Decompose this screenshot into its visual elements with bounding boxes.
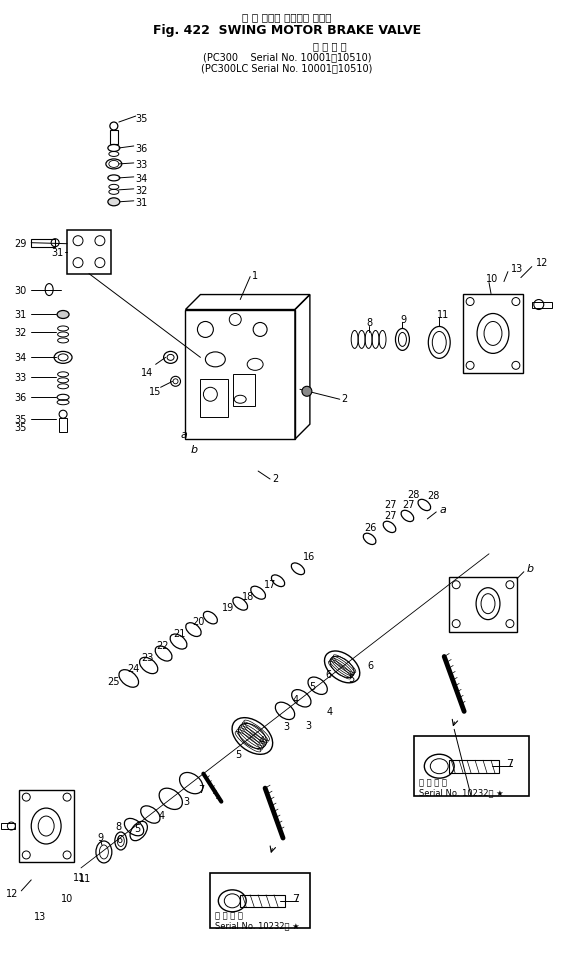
Text: 27: 27 bbox=[384, 510, 397, 521]
Text: Serial No. 10232～ ★: Serial No. 10232～ ★ bbox=[419, 787, 504, 797]
Text: 15: 15 bbox=[148, 387, 161, 397]
Text: 35: 35 bbox=[136, 114, 148, 124]
Text: 32: 32 bbox=[14, 328, 27, 338]
Text: 旋 回 モータ ブレーキ バルブ: 旋 回 モータ ブレーキ バルブ bbox=[242, 13, 332, 22]
Text: 31: 31 bbox=[51, 247, 64, 257]
Text: 6: 6 bbox=[325, 669, 332, 679]
Text: b: b bbox=[527, 563, 534, 573]
Text: 4: 4 bbox=[159, 810, 165, 820]
Bar bbox=[19, 790, 74, 862]
Text: 適 用 号 機: 適 用 号 機 bbox=[313, 41, 347, 51]
Text: 7: 7 bbox=[506, 758, 513, 769]
Text: 5: 5 bbox=[348, 674, 354, 684]
Text: 34: 34 bbox=[136, 174, 148, 184]
Text: 18: 18 bbox=[242, 591, 254, 601]
Text: 24: 24 bbox=[127, 663, 139, 674]
Bar bbox=[240, 895, 285, 907]
Text: 31: 31 bbox=[14, 310, 26, 320]
Text: 6: 6 bbox=[368, 660, 374, 671]
Ellipse shape bbox=[108, 198, 120, 206]
Text: b: b bbox=[190, 445, 198, 454]
Text: 29: 29 bbox=[14, 238, 27, 248]
Text: 34: 34 bbox=[14, 353, 26, 363]
Bar bbox=[59, 419, 67, 433]
Text: Fig. 422  SWING MOTOR BRAKE VALVE: Fig. 422 SWING MOTOR BRAKE VALVE bbox=[153, 24, 421, 37]
Text: 3: 3 bbox=[283, 722, 289, 732]
Text: 7: 7 bbox=[292, 893, 299, 903]
Text: 13: 13 bbox=[511, 264, 523, 274]
Bar bbox=[67, 231, 111, 275]
Bar bbox=[532, 302, 552, 308]
Ellipse shape bbox=[57, 312, 69, 319]
Text: 35: 35 bbox=[14, 423, 27, 433]
Text: 25: 25 bbox=[107, 677, 119, 687]
Text: 21: 21 bbox=[174, 628, 186, 638]
Bar bbox=[186, 310, 295, 440]
Text: 12: 12 bbox=[6, 888, 19, 898]
Text: 4: 4 bbox=[327, 706, 333, 717]
Text: 20: 20 bbox=[193, 616, 205, 626]
Text: 35: 35 bbox=[14, 415, 27, 425]
Text: 9: 9 bbox=[401, 316, 407, 325]
Text: 11: 11 bbox=[79, 873, 91, 883]
Text: 3: 3 bbox=[305, 721, 311, 731]
Bar bbox=[449, 577, 517, 632]
Text: 適 用 号 機: 適 用 号 機 bbox=[419, 778, 448, 786]
Text: 26: 26 bbox=[364, 523, 377, 532]
Text: 1: 1 bbox=[252, 271, 258, 280]
Text: 8: 8 bbox=[367, 319, 372, 328]
Text: 9: 9 bbox=[97, 832, 103, 842]
Bar bbox=[1, 824, 15, 829]
Bar bbox=[414, 737, 529, 796]
Text: a: a bbox=[439, 504, 446, 515]
Text: 27: 27 bbox=[402, 499, 415, 509]
Text: 28: 28 bbox=[407, 489, 420, 499]
Text: 5: 5 bbox=[236, 749, 241, 759]
Text: (PC300LC Serial No. 10001～10510): (PC300LC Serial No. 10001～10510) bbox=[201, 64, 372, 73]
Text: 22: 22 bbox=[156, 640, 169, 650]
Text: 36: 36 bbox=[136, 144, 148, 153]
Text: 33: 33 bbox=[136, 160, 148, 170]
Text: 33: 33 bbox=[14, 373, 26, 383]
Text: 16: 16 bbox=[303, 551, 315, 561]
Circle shape bbox=[302, 387, 312, 397]
Text: 23: 23 bbox=[142, 652, 154, 661]
Bar bbox=[201, 380, 228, 418]
Text: 27: 27 bbox=[384, 499, 397, 509]
Text: 30: 30 bbox=[14, 285, 26, 295]
Bar bbox=[449, 760, 499, 774]
Text: 10: 10 bbox=[486, 274, 499, 283]
Text: 2: 2 bbox=[272, 474, 278, 484]
Text: 2: 2 bbox=[342, 394, 348, 404]
Bar bbox=[233, 375, 255, 406]
Text: 36: 36 bbox=[14, 393, 26, 403]
Text: 28: 28 bbox=[427, 490, 439, 500]
Text: (PC300    Serial No. 10001～10510): (PC300 Serial No. 10001～10510) bbox=[203, 52, 371, 63]
Text: 8: 8 bbox=[116, 822, 122, 831]
Text: 19: 19 bbox=[222, 602, 234, 612]
Text: 11: 11 bbox=[437, 310, 449, 320]
Text: a: a bbox=[180, 430, 187, 440]
Text: 5: 5 bbox=[135, 824, 141, 833]
Text: 14: 14 bbox=[141, 368, 153, 378]
Text: 6: 6 bbox=[116, 834, 122, 844]
Text: 7: 7 bbox=[198, 784, 205, 794]
Text: 31: 31 bbox=[136, 197, 148, 207]
Text: 10: 10 bbox=[61, 893, 73, 903]
Text: 4: 4 bbox=[293, 695, 299, 704]
Text: 5: 5 bbox=[309, 682, 316, 692]
Text: 4: 4 bbox=[258, 736, 264, 745]
Bar bbox=[110, 131, 118, 145]
Text: 12: 12 bbox=[536, 257, 548, 268]
Text: 17: 17 bbox=[264, 579, 277, 589]
Bar bbox=[463, 294, 523, 374]
Bar bbox=[210, 873, 310, 928]
Text: 11: 11 bbox=[73, 872, 85, 882]
Bar bbox=[32, 239, 55, 247]
Text: Serial No. 10232～ ★: Serial No. 10232～ ★ bbox=[215, 920, 300, 929]
Text: 13: 13 bbox=[34, 911, 46, 921]
Text: 3: 3 bbox=[183, 796, 189, 806]
Text: 32: 32 bbox=[136, 186, 148, 195]
Text: 適 用 号 機: 適 用 号 機 bbox=[215, 911, 243, 919]
